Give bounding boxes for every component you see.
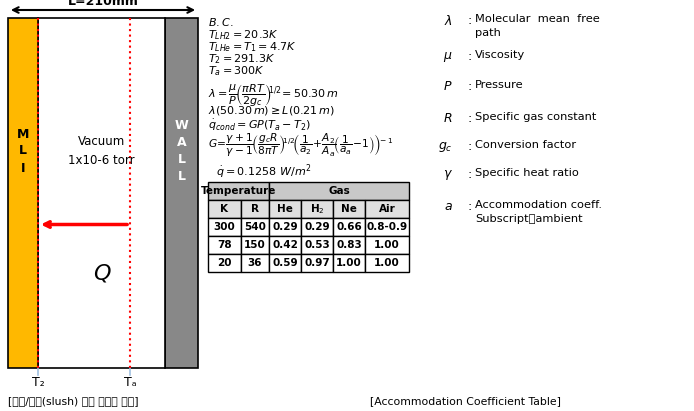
Text: 150: 150 xyxy=(244,240,266,250)
Bar xyxy=(301,218,333,236)
Text: K: K xyxy=(221,204,228,214)
Text: Pressure: Pressure xyxy=(475,80,524,90)
Bar xyxy=(208,254,241,272)
Text: Temperature: Temperature xyxy=(201,186,276,196)
Text: $B.C.$: $B.C.$ xyxy=(208,16,233,28)
Bar xyxy=(241,218,269,236)
Text: [Accommodation Coefficient Table]: [Accommodation Coefficient Table] xyxy=(370,396,561,406)
Text: 0.53: 0.53 xyxy=(304,240,330,250)
Text: 300: 300 xyxy=(214,222,235,232)
Text: $\dot{q}_{cond}=GP(T_a-T_2)$: $\dot{q}_{cond}=GP(T_a-T_2)$ xyxy=(208,118,311,133)
Bar xyxy=(365,200,409,218)
Text: 78: 78 xyxy=(217,240,232,250)
Bar xyxy=(333,218,365,236)
Text: Vacuum
1x10-6 torr: Vacuum 1x10-6 torr xyxy=(68,135,135,167)
Text: $\dot{q}=0.1258\ W/m^2$: $\dot{q}=0.1258\ W/m^2$ xyxy=(216,162,312,180)
Text: Tₐ: Tₐ xyxy=(124,376,136,389)
Text: $\gamma$: $\gamma$ xyxy=(443,168,453,182)
Text: :: : xyxy=(468,50,472,63)
Bar xyxy=(333,254,365,272)
Text: $T_{LH2}=20.3K$: $T_{LH2}=20.3K$ xyxy=(208,28,279,42)
Text: Specific gas constant: Specific gas constant xyxy=(475,112,596,122)
Text: $T_2=291.3K$: $T_2=291.3K$ xyxy=(208,52,276,66)
Text: :: : xyxy=(468,112,472,125)
Text: 0.83: 0.83 xyxy=(336,240,362,250)
Bar xyxy=(8,18,38,368)
Text: $g_c$: $g_c$ xyxy=(439,140,453,154)
Text: 540: 540 xyxy=(244,222,266,232)
Text: 1.00: 1.00 xyxy=(374,258,400,268)
Bar xyxy=(208,200,241,218)
Bar xyxy=(208,182,269,200)
Text: 1.00: 1.00 xyxy=(336,258,362,268)
Text: 0.29: 0.29 xyxy=(304,222,330,232)
Text: :: : xyxy=(468,168,472,181)
Text: Gas: Gas xyxy=(328,186,350,196)
Text: $\mu$: $\mu$ xyxy=(443,50,453,64)
Text: $T_{LHe}=T_1=4.7K$: $T_{LHe}=T_1=4.7K$ xyxy=(208,40,296,54)
Bar xyxy=(365,218,409,236)
Text: 20: 20 xyxy=(217,258,232,268)
Bar xyxy=(269,218,301,236)
Bar xyxy=(301,254,333,272)
Bar xyxy=(269,200,301,218)
Text: 0.8-0.9: 0.8-0.9 xyxy=(366,222,407,232)
Text: R: R xyxy=(251,204,259,214)
Text: Molecular  mean  free
path: Molecular mean free path xyxy=(475,14,600,38)
Bar xyxy=(333,236,365,254)
Text: Conversion factor: Conversion factor xyxy=(475,140,576,150)
Bar xyxy=(301,200,333,218)
Bar xyxy=(241,236,269,254)
Text: M
L
I: M L I xyxy=(17,127,29,175)
Text: Q: Q xyxy=(93,263,110,284)
Text: 1.00: 1.00 xyxy=(374,240,400,250)
Bar xyxy=(301,236,333,254)
Text: 0.59: 0.59 xyxy=(272,258,298,268)
Text: :: : xyxy=(468,14,472,27)
Bar xyxy=(269,182,409,200)
Text: $\lambda(50.30\,m)\geq L(0.21\,m)$: $\lambda(50.30\,m)\geq L(0.21\,m)$ xyxy=(208,104,335,117)
Text: H$_2$: H$_2$ xyxy=(310,202,324,216)
Text: Specific heat ratio: Specific heat ratio xyxy=(475,168,579,178)
Text: Ne: Ne xyxy=(341,204,357,214)
Text: Accommodation coeff.
Subscript：ambient: Accommodation coeff. Subscript：ambient xyxy=(475,200,602,224)
Text: $R$: $R$ xyxy=(443,112,453,125)
Text: Air: Air xyxy=(379,204,396,214)
Text: 36: 36 xyxy=(248,258,262,268)
Text: He: He xyxy=(277,204,293,214)
Bar xyxy=(269,236,301,254)
Bar xyxy=(208,218,241,236)
Bar xyxy=(333,200,365,218)
Text: 0.42: 0.42 xyxy=(272,240,298,250)
Bar xyxy=(241,254,269,272)
Bar xyxy=(365,254,409,272)
Text: $P$: $P$ xyxy=(443,80,453,93)
Text: :: : xyxy=(468,80,472,93)
Text: T₂: T₂ xyxy=(32,376,44,389)
Text: L=210mm: L=210mm xyxy=(67,0,138,8)
Text: [액체/고체(slush) 수소 열침투 조건]: [액체/고체(slush) 수소 열침투 조건] xyxy=(8,396,139,406)
Text: 0.66: 0.66 xyxy=(336,222,362,232)
Text: :: : xyxy=(468,140,472,153)
Bar xyxy=(38,18,165,368)
Bar xyxy=(208,236,241,254)
Text: $G\!=\!\dfrac{\gamma+1}{\gamma-1}\!\left(\dfrac{g_c R}{8\pi T}\right)^{\!\!1/2}\: $G\!=\!\dfrac{\gamma+1}{\gamma-1}\!\left… xyxy=(208,132,393,159)
Text: $\lambda$: $\lambda$ xyxy=(444,14,453,28)
Text: $T_a=300K$: $T_a=300K$ xyxy=(208,64,265,78)
Text: $a$: $a$ xyxy=(444,200,453,213)
Text: 0.29: 0.29 xyxy=(272,222,298,232)
Text: 0.97: 0.97 xyxy=(304,258,330,268)
Bar xyxy=(365,236,409,254)
Bar xyxy=(241,200,269,218)
Text: :: : xyxy=(468,200,472,213)
Text: Viscosity: Viscosity xyxy=(475,50,525,60)
Text: W
A
L
L: W A L L xyxy=(175,119,188,183)
Text: $\lambda=\dfrac{\mu}{P}\!\left(\dfrac{\pi RT}{2g_c}\right)^{\!\!1/2}\!=50.30\,m$: $\lambda=\dfrac{\mu}{P}\!\left(\dfrac{\p… xyxy=(208,82,339,108)
Bar xyxy=(165,18,198,368)
Bar xyxy=(269,254,301,272)
